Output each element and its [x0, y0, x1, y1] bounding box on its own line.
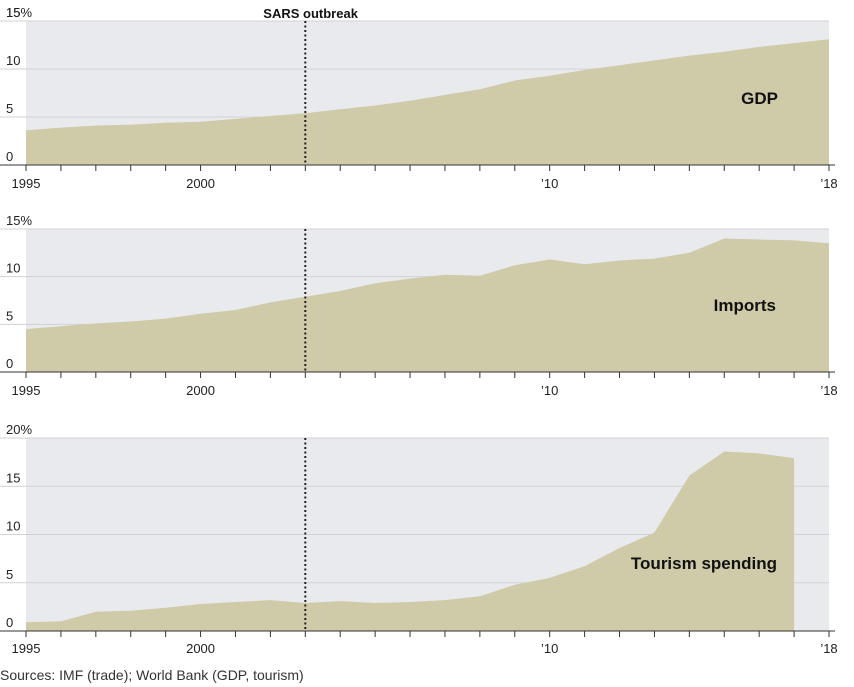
y-tick-label: 5 — [6, 308, 13, 323]
y-tick-label: 5 — [6, 567, 13, 582]
y-tick-label: 10 — [6, 519, 20, 534]
x-tick-label: 2000 — [186, 176, 215, 191]
x-tick-label: 1995 — [12, 176, 41, 191]
x-tick-label: ’10 — [541, 641, 558, 656]
area-series — [26, 39, 829, 166]
y-tick-label: 0 — [6, 615, 13, 630]
y-tick-label: 0 — [6, 356, 13, 371]
x-tick-label: 2000 — [186, 641, 215, 656]
y-tick-label: 15% — [6, 213, 32, 228]
y-tick-label: 10 — [6, 53, 20, 68]
series-label: Tourism spending — [631, 554, 777, 573]
y-tick-label: 20% — [6, 422, 32, 437]
y-tick-label: 15 — [6, 5, 20, 20]
y-tick-label: 15 — [6, 470, 20, 485]
x-tick-label: ’10 — [541, 383, 558, 398]
y-tick-label: 0 — [6, 149, 13, 164]
area-series — [26, 451, 795, 631]
series-label: GDP — [741, 89, 778, 108]
y-tick-label: 10 — [6, 261, 20, 276]
x-tick-label: 2000 — [186, 383, 215, 398]
x-tick-label: ’18 — [820, 383, 837, 398]
x-tick-label: ’18 — [820, 176, 837, 191]
series-label: Imports — [714, 296, 776, 315]
x-tick-label: 1995 — [12, 641, 41, 656]
source-note: Sources: IMF (trade); World Bank (GDP, t… — [0, 667, 304, 683]
x-tick-label: ’18 — [820, 641, 837, 656]
x-tick-label: 1995 — [12, 383, 41, 398]
x-tick-label: ’10 — [541, 176, 558, 191]
y-tick-label: 5 — [6, 101, 13, 116]
y-tick-label: 15% — [6, 5, 32, 20]
area-series — [26, 238, 829, 372]
sars-annotation: SARS outbreak — [263, 6, 358, 21]
